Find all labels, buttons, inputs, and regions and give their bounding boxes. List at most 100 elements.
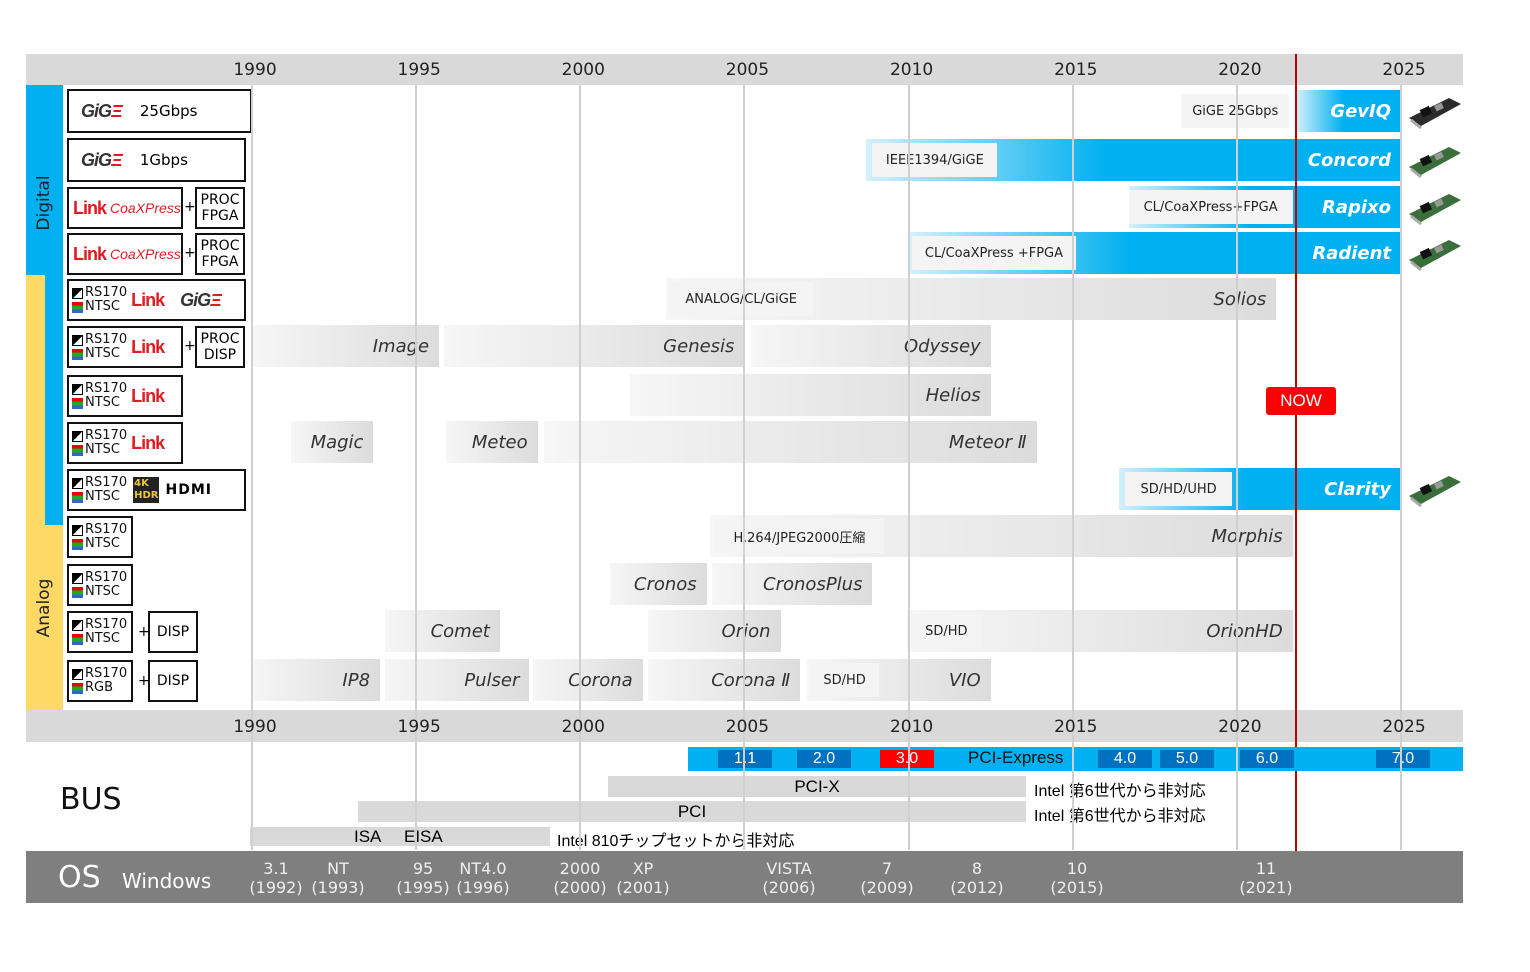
product-bar[interactable]: GevIQ xyxy=(1295,90,1402,132)
os-version: 8 (2012) xyxy=(950,859,1003,897)
ntsc-line: NTSC xyxy=(72,537,127,551)
os-version-year: (2006) xyxy=(762,878,816,897)
monochrome-icon xyxy=(72,477,83,489)
os-version-year: (2021) xyxy=(1239,878,1293,897)
year-header-top xyxy=(26,54,1463,85)
rs170-text: RS170 xyxy=(85,332,128,347)
proc-line: PROC xyxy=(200,192,240,208)
isa-bar xyxy=(250,827,550,846)
plus-sign: + xyxy=(184,245,196,261)
gridline xyxy=(251,85,253,850)
ntsc-text: NTSC xyxy=(85,489,120,504)
proc-line: PROC xyxy=(200,331,240,347)
now-line xyxy=(1294,54,1297,896)
digital-strip xyxy=(26,85,63,275)
product-bar[interactable]: Comet xyxy=(384,610,500,652)
product-bar[interactable]: Corona xyxy=(532,659,643,701)
rs170-line: RS170 xyxy=(72,286,127,300)
os-version: 3.1 (1992) xyxy=(249,859,302,897)
year-label-bottom: 2005 xyxy=(725,717,770,737)
rs170-line: RS170 xyxy=(72,618,127,632)
video-standard: RS170 NTSC xyxy=(72,571,127,599)
year-label-top: 2005 xyxy=(725,60,770,80)
ntsc-text: NTSC xyxy=(85,299,120,314)
os-version-name: NT xyxy=(327,859,349,878)
os-version-name: NT4.0 xyxy=(459,859,507,878)
year-label-top: 1995 xyxy=(397,60,441,80)
frame-grabber-board-icon xyxy=(1405,94,1463,134)
now-badge: NOW xyxy=(1266,387,1336,415)
ntsc-text: NTSC xyxy=(85,584,120,599)
product-bar[interactable]: CronosPlus xyxy=(711,563,873,605)
analog-label: Analog xyxy=(34,578,54,638)
os-version-year: (2009) xyxy=(860,878,914,897)
product-bar[interactable]: Genesis xyxy=(444,325,745,367)
camera-link-coaxpress-box: Link CoaXPress xyxy=(67,187,183,229)
interface-tag: GiGE 25Gbps xyxy=(1181,94,1290,128)
gridline xyxy=(743,85,746,850)
proc-line-2: FPGA xyxy=(201,254,239,270)
video-standard: RS170 RGB xyxy=(72,667,127,695)
4k-hdr-icon: 4K HDR xyxy=(133,477,160,503)
product-bar[interactable]: Cronos xyxy=(609,563,707,605)
product-bar[interactable]: Meteor Ⅱ xyxy=(544,421,1037,463)
product-bar[interactable]: Orion xyxy=(647,610,781,652)
speed-label: 25Gbps xyxy=(139,102,198,120)
product-bar[interactable]: Odyssey xyxy=(751,325,991,367)
gridline xyxy=(415,85,418,850)
display-box: DISP xyxy=(148,660,198,702)
camera-link-logo: Link xyxy=(73,197,107,218)
ntsc-text: NTSC xyxy=(85,442,120,457)
year-label-bottom: 2015 xyxy=(1054,717,1098,737)
camera-link-logo: Link xyxy=(131,385,165,406)
disp-text: DISP xyxy=(156,624,190,640)
camera-link-coaxpress-box: Link CoaXPress xyxy=(67,233,183,275)
gige-vision-logo: GiGΞ xyxy=(81,100,123,121)
eisa-label: EISA xyxy=(404,827,443,846)
rs170-text: RS170 xyxy=(85,617,128,632)
video-standard: RS170 NTSC xyxy=(72,286,127,314)
camera-link-logo: Link xyxy=(131,432,165,453)
year-label-bottom: 2025 xyxy=(1382,717,1426,737)
product-bar[interactable]: Meteo xyxy=(445,421,538,463)
year-label-top: 2000 xyxy=(561,60,605,80)
interface-tag: CL/CoaXPress+FPGA xyxy=(1128,190,1293,224)
color-bars-icon xyxy=(72,491,83,503)
camera-link-logo: Link xyxy=(131,289,165,310)
os-version-name: 11 xyxy=(1255,859,1277,878)
product-bar[interactable]: Helios xyxy=(629,374,991,416)
pcix-note: Intel 第6世代から非対応 xyxy=(1034,783,1206,800)
product-bar[interactable]: Magic xyxy=(291,421,374,463)
monochrome-icon xyxy=(72,383,83,395)
monochrome-icon xyxy=(72,287,83,299)
analog-logo-box: RS170 NTSC 4K HDR HDMI xyxy=(67,469,246,511)
pci-bar: PCI xyxy=(358,801,1026,822)
gridline xyxy=(579,85,582,850)
os-version-year: (2012) xyxy=(950,878,1004,897)
color-bars-icon xyxy=(72,444,83,456)
os-version: 10 (2015) xyxy=(1050,859,1103,897)
os-version-name: XP xyxy=(632,859,654,878)
hdmi-logo: HDMI xyxy=(165,482,212,498)
product-bar[interactable]: IP8 xyxy=(252,659,381,701)
ntsc-text: NTSC xyxy=(85,346,120,361)
proc-line: PROC xyxy=(200,238,240,254)
ntsc-text: NTSC xyxy=(85,536,120,551)
interface-tag: IEEE1394/GiGE xyxy=(872,143,998,177)
os-version-year: (1995) xyxy=(396,878,450,897)
camera-link-logo: Link xyxy=(131,336,165,357)
monochrome-icon xyxy=(72,572,83,584)
product-bar[interactable]: Pulser xyxy=(384,659,530,701)
rs170-text: RS170 xyxy=(85,570,128,585)
product-bar[interactable]: Image xyxy=(252,325,440,367)
rs170-line: RS170 xyxy=(72,523,127,537)
product-bar[interactable]: Corona Ⅱ xyxy=(647,659,801,701)
rs170-line: RS170 xyxy=(72,571,127,585)
analog-logo-box: RS170 NTSC Link xyxy=(67,422,183,464)
gridline xyxy=(1235,85,1238,850)
os-version: NT4.0 (1996) xyxy=(456,859,509,897)
monochrome-icon xyxy=(72,334,83,346)
isa-label: ISA xyxy=(354,827,382,846)
os-version: 7 (2009) xyxy=(860,859,913,897)
